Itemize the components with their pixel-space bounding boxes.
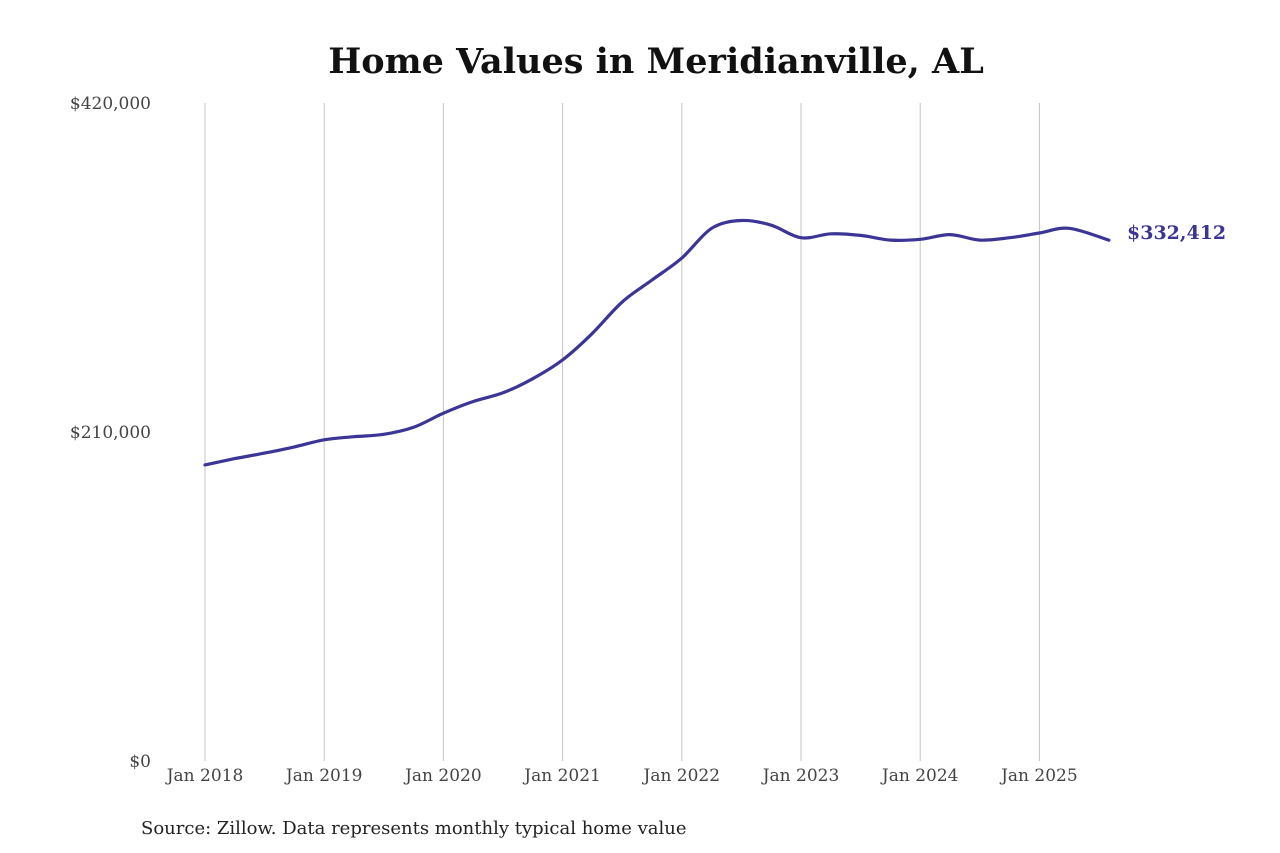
x-tick-label: Jan 2022	[642, 766, 721, 786]
x-tick-label: Jan 2025	[999, 766, 1078, 786]
grid-lines	[204, 103, 1040, 761]
x-tick-label: Jan 2018	[165, 766, 244, 786]
series-line	[203, 218, 1111, 467]
x-tick-label: Jan 2019	[284, 766, 363, 786]
y-axis-ticks: $0 $210,000 $420,000	[70, 94, 151, 772]
y-tick-label: $0	[129, 752, 151, 772]
x-axis-ticks: Jan 2018 Jan 2019 Jan 2020 Jan 2021 Jan 2022…	[165, 766, 1078, 786]
x-tick-label: Jan 2024	[880, 766, 959, 786]
y-tick-label: $420,000	[70, 94, 151, 114]
x-tick-label: Jan 2021	[522, 766, 601, 786]
end-value-label: $332,412	[1127, 222, 1226, 244]
x-tick-label: Jan 2020	[403, 766, 482, 786]
source-note: Source: Zillow. Data represents monthly …	[141, 818, 687, 839]
y-tick-label: $210,000	[70, 423, 151, 443]
chart-title: Home Values in Meridianville, AL	[328, 41, 984, 82]
x-tick-label: Jan 2023	[761, 766, 840, 786]
